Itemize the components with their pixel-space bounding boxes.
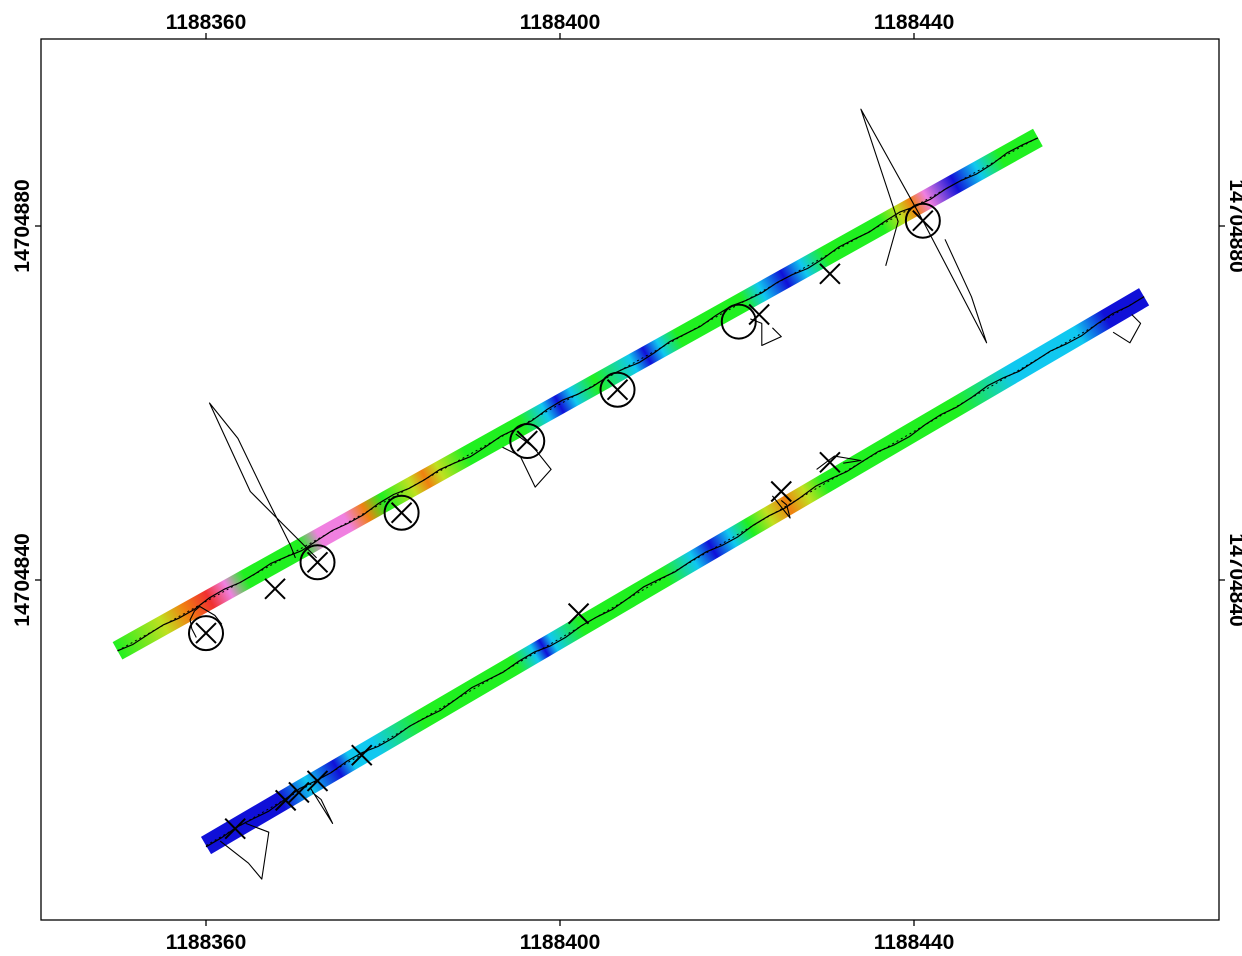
x-marker-17 xyxy=(819,451,841,474)
x-marker-stroke xyxy=(770,480,792,503)
x-marker-15 xyxy=(567,602,590,625)
track-fit-1 xyxy=(117,137,1039,652)
y-tick-label-right-0: 14704840 xyxy=(1225,533,1242,626)
x-marker-3 xyxy=(306,551,329,574)
circle-marker-6 xyxy=(720,303,757,340)
marker-layer xyxy=(188,202,941,840)
x-axis-bottom: 1188360 1188400 1188440 xyxy=(166,920,955,954)
circle-marker-7 xyxy=(904,202,941,239)
x-marker-2 xyxy=(264,578,286,600)
y-axis-left: 14704840 14704880 xyxy=(11,179,41,627)
profile-curve-1 xyxy=(189,605,223,638)
profile-curve-2 xyxy=(208,402,317,559)
y-tick-label-right-1: 14704880 xyxy=(1225,179,1242,272)
circle-marker-1 xyxy=(188,615,224,652)
x-marker-stroke xyxy=(274,789,297,812)
x-marker-stroke xyxy=(516,430,538,452)
x-marker-stroke xyxy=(819,451,841,474)
x-marker-stroke xyxy=(390,502,413,524)
circle-marker-2 xyxy=(299,544,336,581)
y-tick-label-left-0: 14704840 xyxy=(11,533,34,626)
x-marker-6 xyxy=(606,379,629,401)
x-marker-14 xyxy=(351,744,373,766)
x-marker-16 xyxy=(770,480,792,503)
x-axis-top: 1188360 1188400 1188440 xyxy=(166,11,955,39)
x-marker-stroke xyxy=(351,744,373,766)
plot-frame xyxy=(40,38,1220,921)
x-marker-8 xyxy=(819,263,841,285)
x-marker-stroke xyxy=(224,817,246,840)
x-marker-13 xyxy=(306,770,329,792)
x-tick-label-bottom-2: 1188440 xyxy=(874,931,955,954)
x-marker-stroke xyxy=(195,622,217,644)
x-tick-label-bottom-1: 1188400 xyxy=(520,931,601,954)
profile-curve-7 xyxy=(309,787,334,824)
x-marker-stroke xyxy=(306,551,329,574)
x-tick-label-top-0: 1188360 xyxy=(166,11,247,34)
x-marker-7 xyxy=(748,303,770,326)
x-marker-stroke xyxy=(567,602,590,625)
x-marker-stroke xyxy=(748,303,770,326)
y-axis-right: 14704840 14704880 xyxy=(1219,179,1242,627)
circle-marker-4 xyxy=(509,423,546,460)
circle-marker-5 xyxy=(599,371,636,408)
profile-curve-6 xyxy=(219,822,270,880)
x-marker-9 xyxy=(912,209,934,232)
x-marker-1 xyxy=(195,622,217,644)
x-marker-stroke xyxy=(606,379,629,401)
x-marker-10 xyxy=(224,817,246,840)
x-marker-11 xyxy=(274,789,297,812)
profile-curve-9 xyxy=(816,455,862,470)
track-line-2 xyxy=(205,296,1145,848)
x-marker-5 xyxy=(516,430,538,452)
profile-curve-10 xyxy=(1112,314,1142,344)
y-tick-label-left-1: 14704880 xyxy=(11,179,34,272)
x-tick-label-top-2: 1188440 xyxy=(874,11,955,34)
x-marker-stroke xyxy=(819,263,841,285)
x-marker-4 xyxy=(390,502,413,524)
profile-curve-8 xyxy=(771,495,791,519)
x-marker-stroke xyxy=(264,578,286,600)
x-marker-stroke xyxy=(912,209,934,232)
x-tick-label-bottom-0: 1188360 xyxy=(166,931,247,954)
x-tick-label-top-1: 1188400 xyxy=(520,11,601,34)
x-marker-12 xyxy=(288,781,310,804)
circle-marker-3 xyxy=(383,494,420,531)
x-marker-stroke xyxy=(288,781,310,804)
x-marker-stroke xyxy=(306,770,329,792)
profile-curve-4 xyxy=(750,318,782,347)
